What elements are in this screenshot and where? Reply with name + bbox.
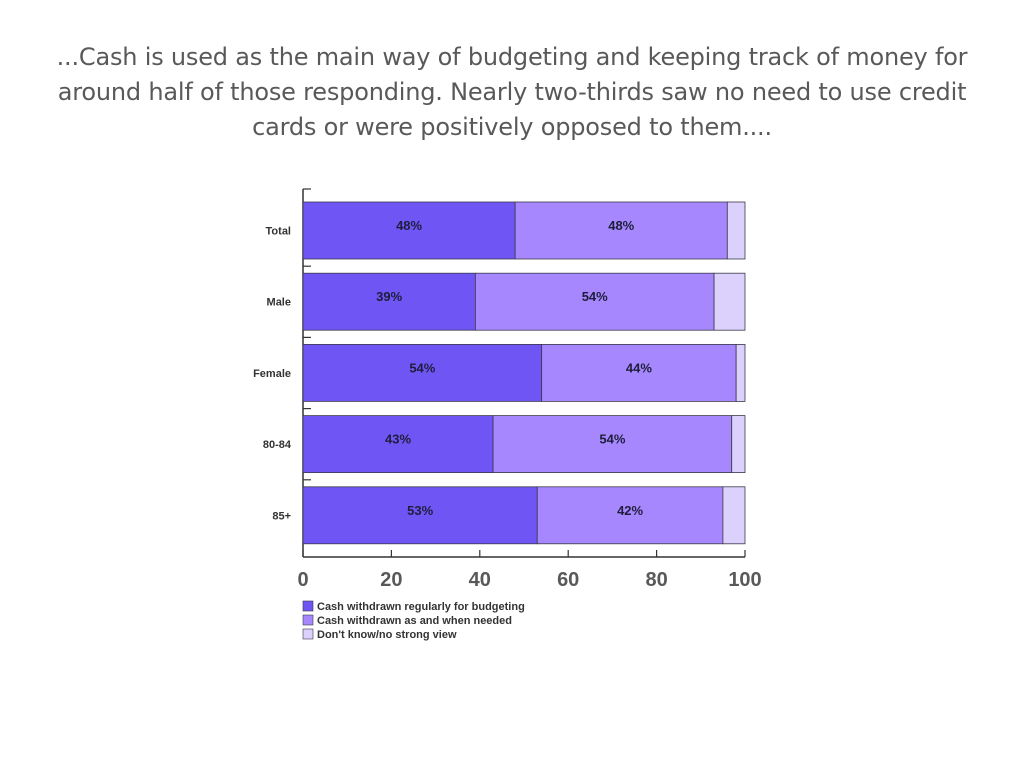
category-label: Female <box>253 368 291 380</box>
bar-segment <box>514 201 728 260</box>
legend-swatch <box>302 614 314 626</box>
tick-label: 100 <box>728 569 761 591</box>
data-label: 44% <box>626 360 652 375</box>
data-label: 53% <box>407 503 433 518</box>
bar-segment <box>474 272 715 331</box>
slide-title: ...Cash is used as the main way of budge… <box>56 43 968 141</box>
tick-label: 40 <box>469 569 491 591</box>
legend-swatch <box>302 628 314 640</box>
bar-segment <box>302 343 543 402</box>
data-label: 42% <box>617 503 643 518</box>
tick-label: 0 <box>297 569 308 591</box>
bar-segment <box>726 201 746 260</box>
bar-segment <box>302 201 516 260</box>
bar-segment <box>713 272 746 331</box>
bar-segment <box>722 486 746 545</box>
data-label: 48% <box>608 218 634 233</box>
bar-segment <box>492 415 733 474</box>
bar-segment <box>731 415 746 474</box>
data-label: 43% <box>385 432 411 447</box>
legend-label: Cash withdrawn as and when needed <box>317 615 512 627</box>
bar-segment <box>541 343 737 402</box>
data-label: 54% <box>582 289 608 304</box>
tick-label: 60 <box>557 569 579 591</box>
data-label: 54% <box>409 360 435 375</box>
tick-label: 20 <box>380 569 402 591</box>
legend-label: Don't know/no strong view <box>317 629 457 641</box>
bar-segment <box>302 272 476 331</box>
category-label: 80-84 <box>263 439 292 451</box>
category-label: Total <box>266 226 291 238</box>
bar-segment <box>302 415 494 474</box>
bar-segment <box>302 486 538 545</box>
bar-segment <box>536 486 724 545</box>
bar-segment <box>735 343 746 402</box>
legend-swatch <box>302 600 314 612</box>
category-label: 85+ <box>272 510 291 522</box>
data-label: 48% <box>396 218 422 233</box>
data-label: 54% <box>599 432 625 447</box>
data-label: 39% <box>376 289 402 304</box>
category-label: Male <box>267 297 291 309</box>
tick-label: 80 <box>645 569 667 591</box>
legend-label: Cash withdrawn regularly for budgeting <box>317 601 525 613</box>
